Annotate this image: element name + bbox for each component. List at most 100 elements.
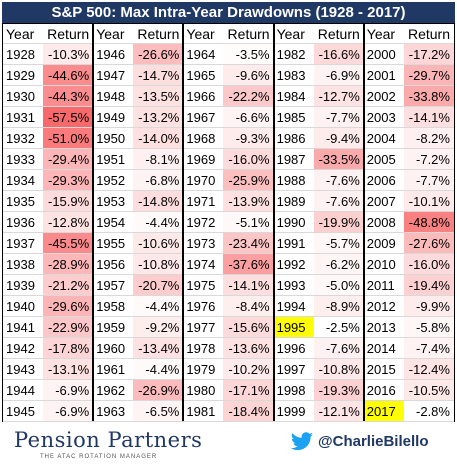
return-cell: -10.6% (133, 233, 184, 254)
year-cell: 1964 (183, 44, 224, 65)
return-cell: -29.6% (43, 296, 94, 317)
return-cell: -33.8% (403, 86, 454, 107)
return-cell: -12.1% (313, 401, 364, 422)
return-cell: -5.1% (223, 212, 274, 233)
year-cell: 2007 (363, 191, 404, 212)
header-cell: Return (133, 24, 184, 44)
year-cell: 2001 (363, 65, 404, 86)
year-cell: 1980 (183, 380, 224, 401)
year-cell: 1974 (183, 254, 224, 275)
return-cell: -4.4% (133, 359, 184, 380)
return-cell: -29.3% (43, 170, 94, 191)
return-cell: -44.6% (43, 65, 94, 86)
return-cell: -14.0% (133, 128, 184, 149)
year-cell: 1944 (3, 380, 43, 401)
year-cell: 1976 (183, 296, 224, 317)
year-cell: 2009 (363, 233, 404, 254)
return-cell: -14.8% (133, 191, 184, 212)
return-cell: -22.2% (223, 86, 274, 107)
return-cell: -45.5% (43, 233, 94, 254)
year-cell: 1984 (273, 86, 314, 107)
return-cell: -16.6% (313, 44, 364, 65)
year-cell: 1962 (93, 380, 134, 401)
year-cell: 2011 (363, 275, 404, 296)
return-cell: -26.6% (133, 44, 184, 65)
year-cell: 1945 (3, 401, 43, 422)
header-cell: Year (183, 24, 224, 44)
year-cell: 1937 (3, 233, 43, 254)
year-cell: 1990 (273, 212, 314, 233)
header-cell: Return (403, 24, 454, 44)
return-cell: -6.2% (313, 254, 364, 275)
return-cell: -10.1% (403, 191, 454, 212)
twitter-icon (290, 432, 313, 451)
year-cell: 1938 (3, 254, 43, 275)
year-cell: 1986 (273, 128, 314, 149)
year-cell: 1982 (273, 44, 314, 65)
return-cell: -17.2% (403, 44, 454, 65)
year-cell: 1950 (93, 128, 134, 149)
year-cell: 1968 (183, 128, 224, 149)
year-cell: 1955 (93, 233, 134, 254)
return-cell: -22.9% (43, 317, 94, 338)
year-cell: 1967 (183, 107, 224, 128)
year-cell: 1947 (93, 65, 134, 86)
year-cell: 1993 (273, 275, 314, 296)
return-cell: -4.4% (133, 212, 184, 233)
return-cell: -13.1% (43, 359, 94, 380)
year-cell: 1969 (183, 149, 224, 170)
return-cell: -12.4% (403, 359, 454, 380)
year-cell: 2008 (363, 212, 404, 233)
header-cell: Return (313, 24, 364, 44)
return-cell: -8.4% (223, 296, 274, 317)
year-cell: 1989 (273, 191, 314, 212)
year-cell: 1966 (183, 86, 224, 107)
return-cell: -15.9% (43, 191, 94, 212)
return-cell: -12.8% (43, 212, 94, 233)
return-cell: -13.2% (133, 107, 184, 128)
group-separator (362, 24, 365, 421)
return-cell: -6.5% (133, 401, 184, 422)
return-cell: -17.8% (43, 338, 94, 359)
return-cell: -9.2% (133, 317, 184, 338)
return-cell: -3.5% (223, 44, 274, 65)
return-cell: -13.6% (223, 338, 274, 359)
year-cell: 1970 (183, 170, 224, 191)
return-cell: -5.8% (403, 317, 454, 338)
year-cell: 2010 (363, 254, 404, 275)
group-separator (272, 24, 275, 421)
year-cell: 2016 (363, 380, 404, 401)
return-cell: -8.9% (313, 296, 364, 317)
return-cell: -5.7% (313, 233, 364, 254)
return-cell: -10.8% (133, 254, 184, 275)
return-cell: -15.6% (223, 317, 274, 338)
return-cell: -21.2% (43, 275, 94, 296)
return-cell: -6.9% (43, 380, 94, 401)
return-cell: -29.7% (403, 65, 454, 86)
return-cell: -14.1% (223, 275, 274, 296)
header-cell: Year (363, 24, 404, 44)
year-cell: 1954 (93, 212, 134, 233)
return-cell: -6.8% (133, 170, 184, 191)
twitter-handle: @CharlieBilello (318, 433, 429, 450)
year-cell: 1995 (273, 317, 314, 338)
return-cell: -17.1% (223, 380, 274, 401)
return-cell: -20.7% (133, 275, 184, 296)
return-cell: -28.9% (43, 254, 94, 275)
year-cell: 1983 (273, 65, 314, 86)
year-cell: 1943 (3, 359, 43, 380)
return-cell: -7.7% (403, 170, 454, 191)
year-cell: 1994 (273, 296, 314, 317)
year-cell: 2005 (363, 149, 404, 170)
year-cell: 1971 (183, 191, 224, 212)
year-cell: 1934 (3, 170, 43, 191)
year-cell: 1978 (183, 338, 224, 359)
return-cell: -9.9% (403, 296, 454, 317)
year-cell: 1977 (183, 317, 224, 338)
title-bar: S&P 500: Max Intra-Year Drawdowns (1928 … (2, 2, 455, 23)
return-cell: -19.9% (313, 212, 364, 233)
return-cell: -29.4% (43, 149, 94, 170)
return-cell: -9.4% (313, 128, 364, 149)
year-cell: 1936 (3, 212, 43, 233)
return-cell: -10.8% (313, 359, 364, 380)
